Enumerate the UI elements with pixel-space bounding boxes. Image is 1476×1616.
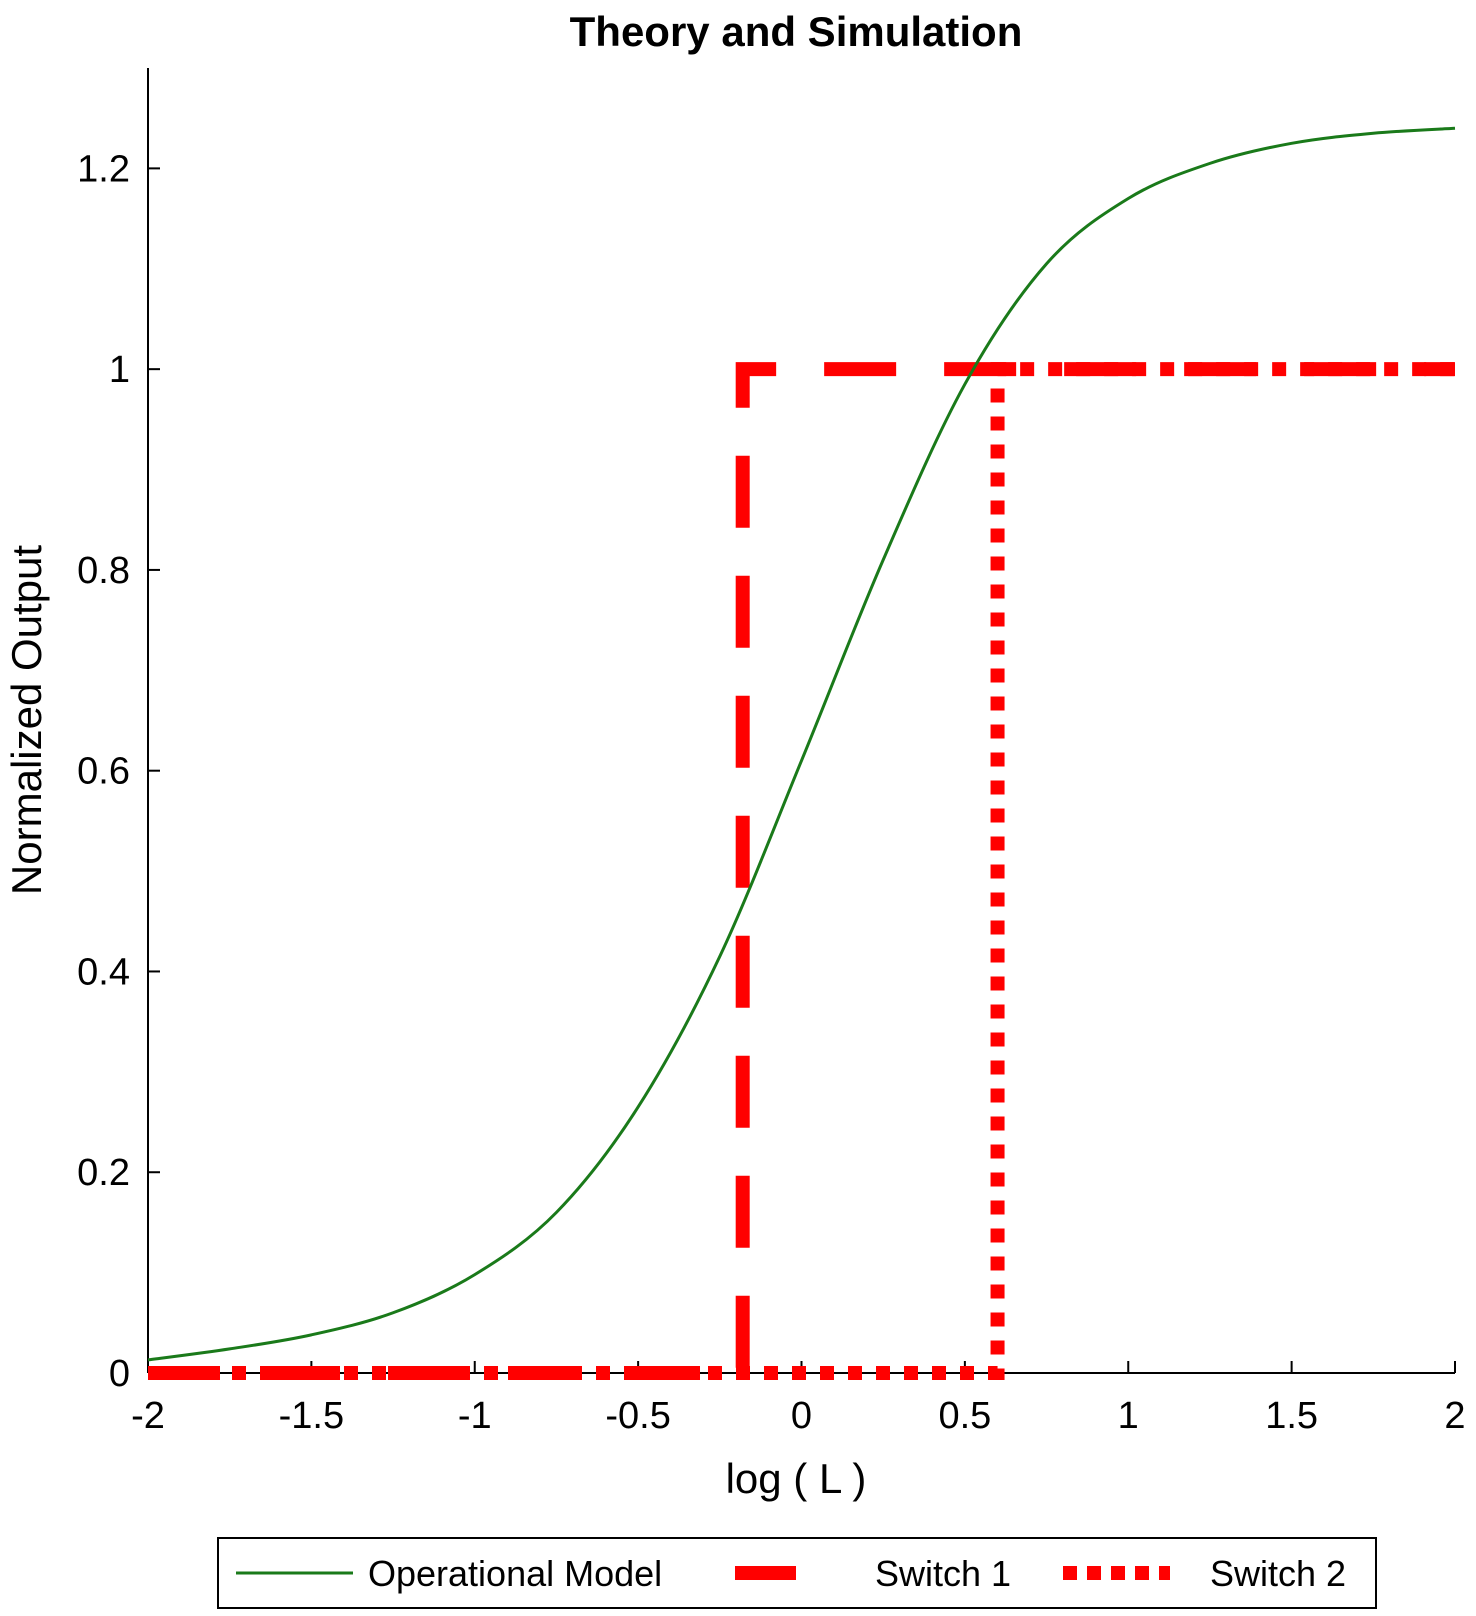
series-layer [147, 126, 1456, 1380]
x-tick-label: 2 [1444, 1395, 1465, 1437]
y-tick-label: 1 [109, 349, 130, 391]
y-tick-label: 0 [109, 1353, 130, 1395]
x-tick-label: 1 [1118, 1395, 1139, 1437]
legend-box [217, 1537, 1377, 1609]
x-axis-label: log ( L ) [726, 1455, 867, 1502]
legend-label-operational-model: Operational Model [368, 1553, 662, 1594]
y-axis-label: Normalized Output [3, 545, 50, 895]
legend-label-switch-2: Switch 2 [1210, 1553, 1346, 1594]
series-line-switch-1 [148, 362, 1455, 1380]
x-tick-label: 1.5 [1265, 1395, 1318, 1437]
axes: -2 -1.5 -1 -0.5 0 0.5 1 1.5 2 0 0.2 0.4 0.6 0.8 1 1.2 [77, 68, 1466, 1437]
y-tick-label: 0.6 [77, 751, 130, 793]
y-tick-label: 1.2 [77, 148, 130, 190]
y-tick-label: 0.2 [77, 1152, 130, 1194]
chart-title: Theory and Simulation [570, 8, 1023, 55]
x-tick-label: 0 [791, 1395, 812, 1437]
series-line-switch-2 [148, 362, 1455, 1380]
y-tick-label: 0.4 [77, 951, 130, 993]
x-tick-label: -1.5 [279, 1395, 344, 1437]
x-tick-label: -1 [458, 1395, 492, 1437]
legend: Operational Model Switch 1 Switch 2 [217, 1537, 1377, 1609]
x-tick-label: -0.5 [605, 1395, 670, 1437]
y-tick-label: 0.8 [77, 550, 130, 592]
legend-label-switch-1: Switch 1 [875, 1553, 1011, 1594]
x-tick-label: -2 [131, 1395, 165, 1437]
series-line-operational-model [147, 126, 1456, 1362]
x-tick-label: 0.5 [938, 1395, 991, 1437]
